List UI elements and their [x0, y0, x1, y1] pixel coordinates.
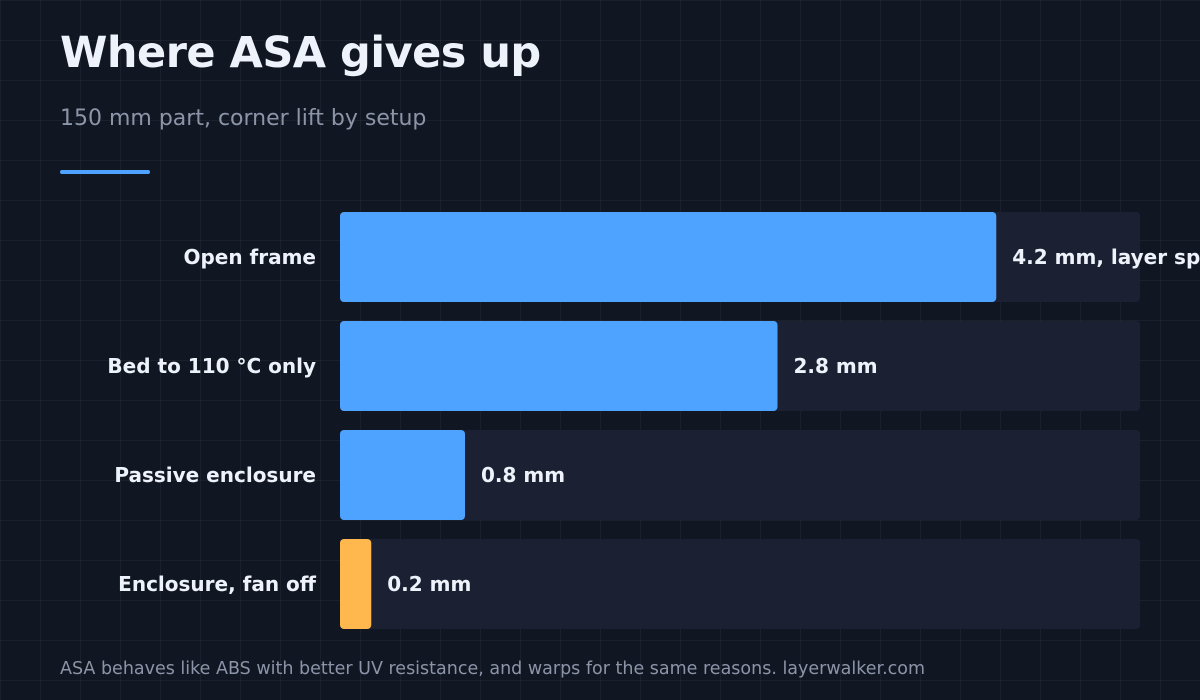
category-label: Enclosure, fan off [118, 572, 317, 596]
category-label: Passive enclosure [114, 463, 316, 487]
bar-track [340, 430, 1140, 520]
bar-row: Open frame 4.2 mm, layer split [183, 212, 1200, 302]
value-label: 0.8 mm [481, 463, 565, 487]
bar [340, 539, 372, 629]
bar-row: Passive enclosure 0.8 mm [114, 430, 1140, 520]
footnote: ASA behaves like ABS with better UV resi… [60, 659, 926, 679]
category-label: Open frame [183, 245, 316, 269]
bar [340, 212, 997, 302]
accent-divider [60, 170, 150, 174]
bar-row: Bed to 110 °C only 2.8 mm [107, 321, 1140, 411]
category-label: Bed to 110 °C only [107, 354, 316, 378]
value-label: 4.2 mm, layer split [1012, 245, 1200, 269]
value-label: 0.2 mm [387, 572, 471, 596]
chart-subtitle: 150 mm part, corner lift by setup [60, 106, 427, 131]
bar [340, 430, 465, 520]
bar [340, 321, 778, 411]
bar-track [340, 539, 1140, 629]
chart-title: Where ASA gives up [60, 28, 541, 78]
bar-row: Enclosure, fan off 0.2 mm [118, 539, 1140, 629]
value-label: 2.8 mm [794, 354, 878, 378]
